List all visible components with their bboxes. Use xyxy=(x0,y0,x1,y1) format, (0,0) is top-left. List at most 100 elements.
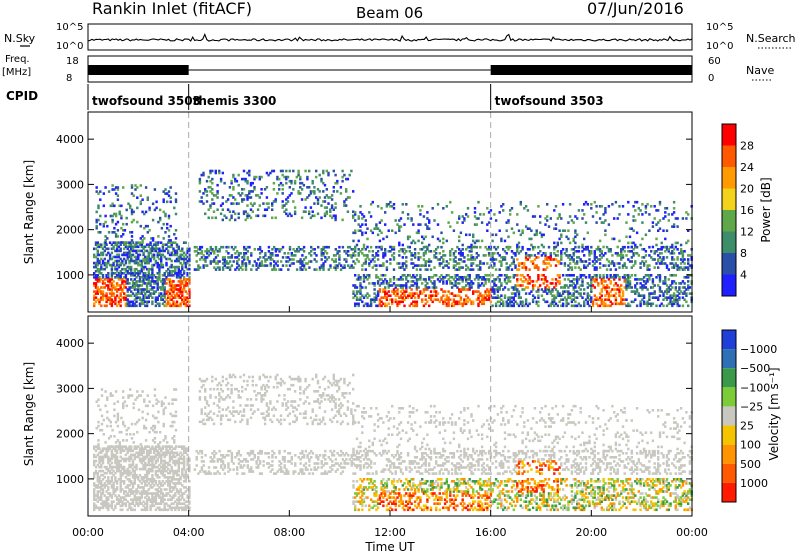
cell xyxy=(96,269,99,273)
cell xyxy=(135,288,138,291)
cell xyxy=(503,250,507,253)
cell xyxy=(107,469,110,473)
cell xyxy=(551,302,554,306)
cell xyxy=(435,290,438,293)
cell xyxy=(632,205,635,208)
power-colorbar-label: Power [dB] xyxy=(759,177,773,242)
cell xyxy=(126,288,129,291)
cell xyxy=(117,478,121,481)
cell xyxy=(480,298,484,301)
cell xyxy=(560,252,563,255)
cell xyxy=(174,286,177,289)
cell xyxy=(144,249,147,253)
cell xyxy=(623,286,626,289)
cell xyxy=(583,254,586,257)
cell xyxy=(149,508,152,512)
cell xyxy=(94,484,98,487)
cell xyxy=(385,280,389,283)
cell xyxy=(151,274,154,277)
cell xyxy=(516,213,519,216)
cell xyxy=(590,250,593,253)
cell xyxy=(398,243,401,247)
cell xyxy=(144,490,147,493)
cell xyxy=(160,280,163,283)
cell xyxy=(167,476,170,479)
cell xyxy=(182,259,186,263)
cell xyxy=(642,280,646,283)
cell xyxy=(431,235,434,239)
cell xyxy=(570,294,574,297)
cell xyxy=(642,300,646,304)
cell xyxy=(154,465,158,469)
cell xyxy=(554,227,558,230)
cell xyxy=(357,304,360,308)
cell xyxy=(151,263,154,267)
cell xyxy=(542,245,545,249)
cell xyxy=(315,196,318,199)
cell xyxy=(163,498,166,501)
cell xyxy=(142,290,145,293)
cell xyxy=(107,486,110,489)
cell xyxy=(108,255,112,259)
cell xyxy=(651,221,655,224)
cell xyxy=(151,245,154,249)
cell xyxy=(537,274,540,277)
cell xyxy=(674,300,677,304)
cell xyxy=(130,457,133,461)
cell xyxy=(136,186,139,189)
cell xyxy=(354,304,357,308)
cell xyxy=(293,212,297,216)
cell xyxy=(354,254,357,257)
cell xyxy=(123,241,127,244)
cell xyxy=(459,231,463,235)
cell xyxy=(334,214,337,218)
cell xyxy=(588,250,591,253)
cell xyxy=(167,300,170,304)
cell xyxy=(487,292,491,295)
cell xyxy=(604,280,607,283)
cell xyxy=(142,492,145,495)
cell xyxy=(123,272,126,275)
cell xyxy=(350,264,353,267)
cell xyxy=(627,245,630,249)
cell xyxy=(590,282,593,285)
cell xyxy=(567,296,570,299)
cell xyxy=(316,212,320,216)
cell xyxy=(540,278,544,281)
cell xyxy=(241,192,244,195)
cell xyxy=(96,259,99,263)
cell xyxy=(94,255,98,259)
cell xyxy=(280,268,283,271)
cell xyxy=(117,245,121,249)
cell xyxy=(177,272,180,275)
cell xyxy=(399,294,403,297)
cell xyxy=(295,248,299,251)
cell xyxy=(135,257,138,261)
cell xyxy=(679,248,683,251)
cell xyxy=(101,274,105,277)
cell xyxy=(371,282,374,285)
cell xyxy=(98,506,101,510)
cell xyxy=(309,190,313,193)
cell xyxy=(357,223,360,226)
cell xyxy=(491,286,494,289)
cell xyxy=(101,506,105,510)
cell xyxy=(144,265,147,269)
cell xyxy=(230,179,233,183)
cell xyxy=(598,205,602,208)
cell xyxy=(507,221,510,224)
cell xyxy=(621,248,625,251)
cell xyxy=(119,263,122,267)
cell xyxy=(103,455,106,459)
cell xyxy=(613,262,616,265)
cell xyxy=(110,471,114,475)
cell xyxy=(627,258,630,261)
cell xyxy=(674,274,677,277)
cell xyxy=(151,480,154,483)
cell xyxy=(137,455,140,459)
cell xyxy=(466,258,470,261)
cell xyxy=(161,280,165,283)
cell xyxy=(147,463,150,467)
cell xyxy=(110,292,114,295)
cell xyxy=(496,286,500,289)
